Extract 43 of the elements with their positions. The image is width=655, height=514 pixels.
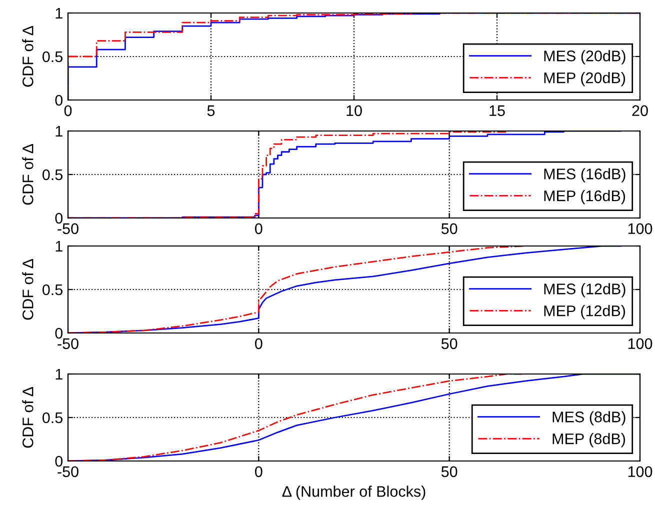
x-tick-label: 0 — [255, 338, 262, 350]
x-tick-label: -50 — [58, 466, 78, 478]
y-tick-label: 0 — [55, 328, 63, 339]
x-tick-label: 50 — [441, 338, 458, 350]
y-tick-label: 0 — [55, 212, 63, 224]
x-tick-label: 5 — [207, 105, 215, 116]
legend-label: MEP (12dB) — [544, 305, 626, 320]
legend-label: MES (8dB) — [552, 411, 626, 426]
y-axis-title: CDF of Δ — [22, 258, 34, 320]
y-tick-label: 0.5 — [42, 412, 62, 424]
y-tick-label: 0.5 — [42, 284, 62, 296]
x-tick-label: 100 — [628, 223, 652, 234]
y-tick-label: 1 — [56, 126, 62, 137]
x-tick-label: 0 — [255, 466, 262, 478]
x-tick-label: 0 — [64, 105, 72, 116]
x-tick-label: 20 — [632, 105, 648, 116]
x-tick-label: 100 — [628, 466, 652, 478]
y-tick-label: 0 — [55, 94, 63, 106]
text: MES (16dB) — [544, 168, 626, 182]
y-tick-label: 1 — [56, 8, 62, 19]
legend-label: MEP (20dB) — [544, 72, 626, 86]
y-tick-label: 0.5 — [42, 169, 62, 180]
x-tick-label: -50 — [58, 338, 78, 350]
y-axis-title: CDF of Δ — [22, 26, 34, 87]
y-tick-label: 0.5 — [42, 51, 62, 62]
y-axis-title: CDF of Δ — [22, 144, 34, 205]
x-tick-label: 10 — [346, 105, 362, 116]
x-tick-label: 0 — [255, 223, 262, 234]
line-series — [68, 246, 526, 333]
legend-label: MEP (8dB) — [552, 433, 626, 448]
x-tick-label: 15 — [490, 105, 505, 116]
y-tick-label: 0 — [55, 456, 63, 467]
x-tick-label: 50 — [441, 466, 458, 478]
x-axis-title: Δ (Number of Blocks) — [282, 486, 426, 500]
x-tick-label: -50 — [58, 223, 78, 234]
legend-label: MEP (16dB) — [544, 190, 626, 204]
y-axis-title: CDF of Δ — [22, 386, 34, 448]
y-tick-label: 1 — [56, 369, 62, 380]
text: MES (12dB) — [544, 283, 626, 298]
x-tick-label: 50 — [441, 223, 458, 234]
x-tick-label: 100 — [628, 338, 652, 350]
y-tick-label: 1 — [56, 241, 62, 252]
legend-label: MES (20dB) — [544, 50, 626, 64]
